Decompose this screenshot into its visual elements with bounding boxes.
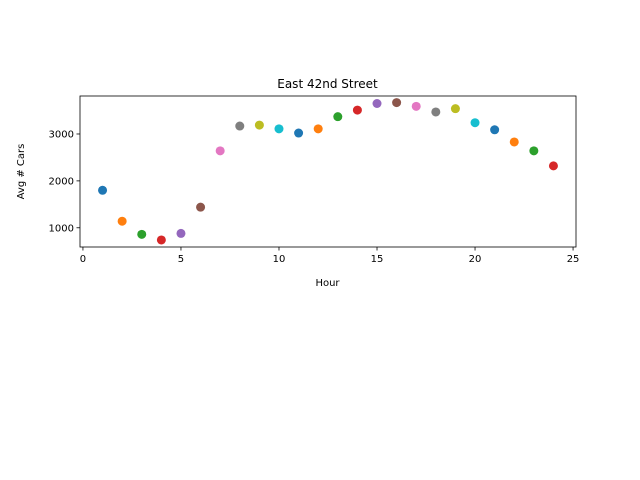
y-axis: 1000 2000 3000 [49,129,80,234]
data-point [352,105,362,115]
data-point [392,98,402,108]
data-point [450,104,460,114]
data-point [156,235,166,245]
y-tick-label: 2000 [49,176,74,187]
x-tick-label: 20 [469,254,482,265]
data-point [431,107,441,117]
data-point [294,128,304,138]
data-point [98,185,108,195]
data-point [137,229,147,239]
chart-title: East 42nd Street [277,77,378,91]
x-axis: 0 5 10 15 20 25 [80,247,580,265]
x-tick-label: 10 [273,254,286,265]
data-point [372,99,382,109]
data-point [254,120,264,130]
data-point [235,121,245,131]
data-point [176,228,186,238]
data-point [117,216,127,226]
y-tick-label: 3000 [49,129,74,140]
plot-area [98,98,558,245]
x-tick-label: 15 [371,254,384,265]
data-point [313,124,323,134]
data-point [548,161,558,171]
x-tick-label: 5 [178,254,184,265]
data-point [411,101,421,111]
data-point [196,202,206,212]
x-axis-label: Hour [315,278,340,289]
y-axis-label: Avg # Cars [16,144,27,200]
y-tick-label: 1000 [49,223,74,234]
data-point [529,146,539,156]
data-point [470,118,480,128]
data-point [274,124,284,134]
x-tick-label: 0 [80,254,86,265]
axes-frame [79,95,577,248]
data-point [509,137,519,147]
data-point [333,112,343,122]
data-point [490,125,500,135]
x-tick-label: 25 [567,254,580,265]
data-point [215,146,225,156]
